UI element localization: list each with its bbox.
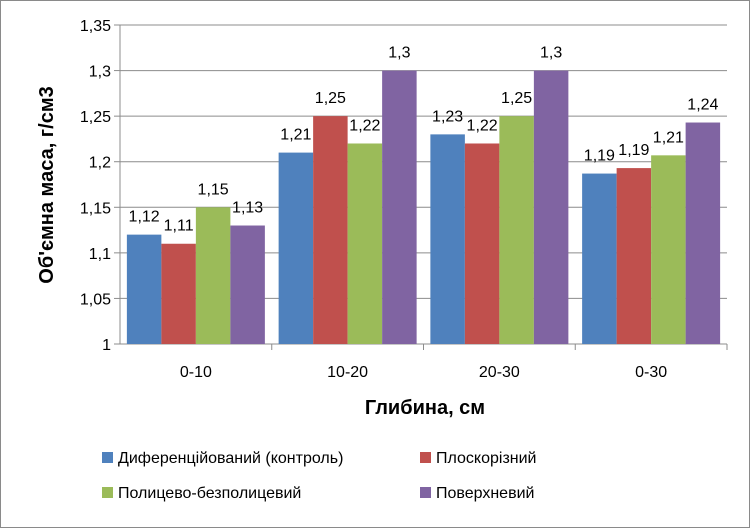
- bar: [533, 70, 569, 345]
- data-label: 1,21: [280, 127, 311, 144]
- bar: [651, 155, 686, 344]
- x-tick-label: 10-20: [327, 364, 368, 381]
- y-tick-label: 1,35: [80, 18, 111, 35]
- data-label: 1,25: [501, 90, 532, 107]
- x-tick-label: 20-30: [479, 364, 520, 381]
- bar: [230, 225, 265, 344]
- legend-label: Поверхневий: [436, 485, 534, 502]
- data-label: 1,13: [232, 200, 263, 217]
- bar: [347, 143, 383, 344]
- y-tick-label: 1,25: [80, 109, 111, 126]
- y-tick-label: 1,1: [89, 246, 111, 263]
- data-label: 1,15: [198, 181, 229, 198]
- legend-label: Диференційований (контроль): [118, 450, 343, 467]
- bar: [464, 143, 500, 344]
- legend-label: Плоскорізний: [436, 450, 537, 467]
- bar: [126, 234, 162, 344]
- data-labels: 1,121,111,151,131,211,251,221,31,231,221…: [129, 45, 719, 235]
- y-tick-label: 1,05: [80, 291, 111, 308]
- x-tick-label: 0-30: [635, 364, 667, 381]
- bar: [278, 152, 314, 344]
- legend-swatch: [102, 487, 113, 498]
- y-tick-label: 1: [102, 337, 111, 354]
- legend-swatch: [102, 452, 113, 463]
- data-label: 1,24: [687, 97, 718, 114]
- data-label: 1,3: [388, 45, 410, 62]
- bar: [195, 207, 231, 344]
- data-label: 1,12: [129, 209, 160, 226]
- legend: Диференційований (контроль) Плоскорізний П…: [102, 450, 537, 502]
- y-tick-label: 1,3: [89, 64, 111, 81]
- bar: [616, 168, 652, 344]
- legend-swatch: [420, 487, 431, 498]
- data-label: 1,19: [584, 148, 615, 165]
- x-axis-title: Глибина, см: [365, 397, 485, 419]
- data-label: 1,3: [540, 45, 562, 62]
- y-tick-label: 1,2: [89, 155, 111, 172]
- y-tick-label: 1,15: [80, 200, 111, 217]
- x-axis-ticks: 0-10 10-20 20-30 0-30: [180, 364, 667, 381]
- data-label: 1,11: [164, 218, 194, 235]
- x-tick-label: 0-10: [180, 364, 212, 381]
- data-label: 1,21: [653, 129, 684, 146]
- bar: [582, 173, 617, 344]
- bar: [382, 70, 417, 345]
- legend-label: Полицево-безполицевий: [118, 485, 301, 502]
- data-label: 1,22: [467, 117, 498, 134]
- data-label: 1,19: [618, 142, 649, 159]
- legend-swatch: [420, 452, 431, 463]
- bar: [161, 243, 196, 344]
- bar: [499, 116, 534, 345]
- bar: [685, 122, 721, 344]
- data-label: 1,23: [432, 108, 463, 125]
- bar: [430, 134, 465, 344]
- data-label: 1,22: [349, 117, 380, 134]
- y-axis-title: Об'ємна маса, г/см3: [36, 86, 58, 283]
- data-label: 1,25: [315, 90, 346, 107]
- y-axis-ticks: 1 1,05 1,1 1,15 1,2 1,25 1,3 1,35: [80, 18, 111, 354]
- bars: [126, 70, 721, 345]
- bar: [313, 116, 348, 345]
